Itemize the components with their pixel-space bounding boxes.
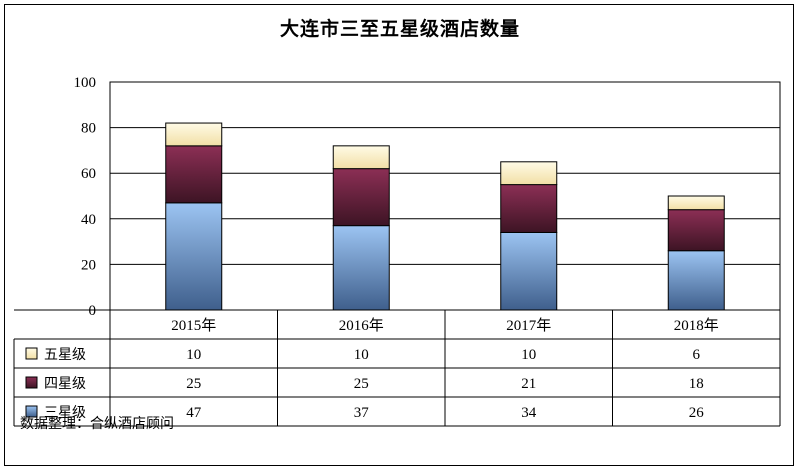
legend-swatch-三星级 — [25, 405, 38, 418]
bar-四星级-2015年 — [165, 145, 223, 204]
legend-swatch-五星级 — [25, 347, 38, 360]
bar-五星级-2018年 — [667, 195, 725, 211]
chart-frame — [4, 4, 794, 466]
x-tick-label: 2016年 — [339, 317, 384, 334]
data-label: 47 — [186, 405, 202, 421]
bar-三星级-2015年 — [165, 202, 223, 311]
bar-三星级-2017年 — [500, 231, 558, 311]
bar-三星级-2018年 — [667, 250, 725, 311]
y-tick-label: 100 — [74, 75, 97, 91]
y-tick-label: 40 — [81, 212, 96, 228]
data-label: 34 — [521, 405, 537, 421]
legend-swatch-四星级 — [25, 376, 38, 389]
data-label: 26 — [689, 405, 705, 421]
data-label: 6 — [693, 347, 701, 363]
data-label: 18 — [689, 376, 704, 392]
bar-五星级-2017年 — [500, 161, 558, 186]
data-label: 25 — [354, 376, 369, 392]
chart-title: 大连市三至五星级酒店数量 — [279, 18, 520, 40]
bar-四星级-2017年 — [500, 184, 558, 233]
legend-label: 五星级 — [44, 347, 86, 363]
data-label: 21 — [521, 376, 536, 392]
bar-四星级-2018年 — [667, 209, 725, 252]
bar-五星级-2016年 — [332, 145, 390, 170]
data-label: 37 — [354, 405, 370, 421]
y-tick-label: 0 — [89, 303, 97, 319]
x-tick-label: 2015年 — [171, 317, 216, 334]
legend-label: 四星级 — [44, 376, 86, 392]
data-label: 10 — [186, 347, 201, 363]
y-tick-label: 80 — [81, 121, 96, 137]
data-label: 10 — [521, 347, 536, 363]
source-note: 数据整理：合纵酒店顾问 — [20, 416, 174, 432]
bar-四星级-2016年 — [332, 168, 390, 227]
data-label: 10 — [354, 347, 369, 363]
y-tick-label: 60 — [81, 166, 96, 182]
bar-三星级-2016年 — [332, 225, 390, 311]
y-tick-label: 20 — [81, 257, 96, 273]
data-label: 25 — [186, 376, 201, 392]
legend-label: 三星级 — [44, 405, 86, 421]
x-tick-label: 2018年 — [674, 317, 719, 334]
x-tick-label: 2017年 — [506, 317, 551, 334]
bar-五星级-2015年 — [165, 122, 223, 147]
